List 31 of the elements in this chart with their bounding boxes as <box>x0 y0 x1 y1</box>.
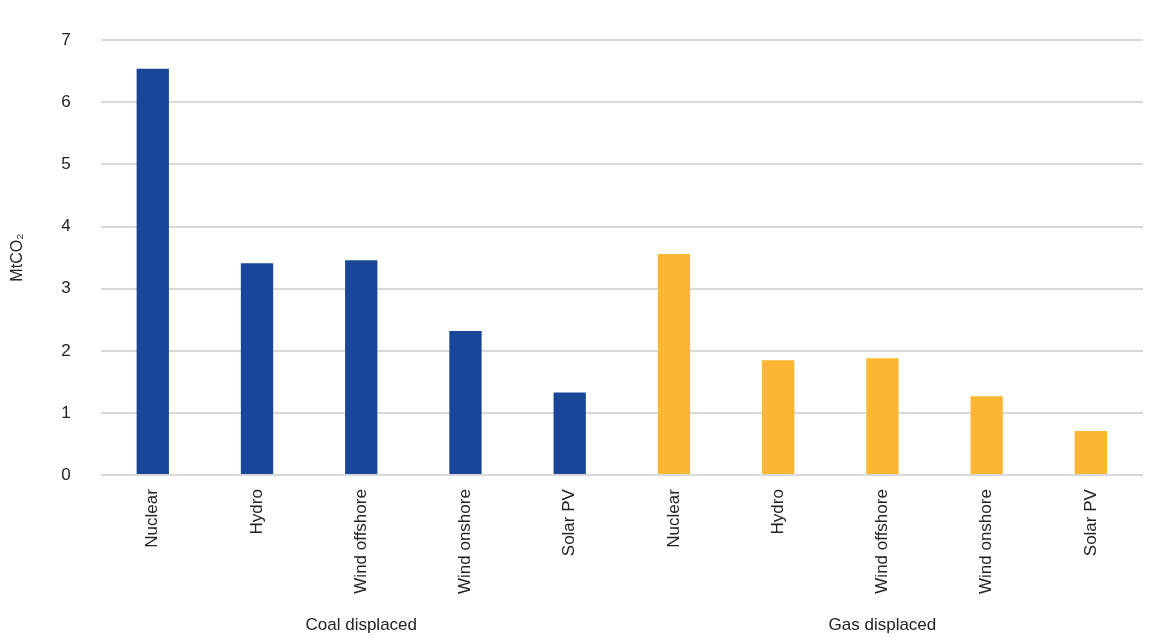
y-tick-label: 7 <box>61 29 71 49</box>
y-tick-label: 6 <box>61 92 71 112</box>
x-tick-label: Wind offshore <box>350 489 370 594</box>
bar <box>136 68 169 475</box>
x-tick-label: Solar PV <box>1080 488 1100 557</box>
bar <box>657 253 691 475</box>
x-tick-label: Hydro <box>767 489 787 535</box>
x-tick-label: Nuclear <box>142 488 162 548</box>
bar <box>762 360 795 475</box>
bar <box>866 358 899 475</box>
x-tick-label: Wind onshore <box>976 489 996 594</box>
x-tick-label: Hydro <box>246 489 266 535</box>
text: Gas displaced <box>828 615 937 635</box>
y-axis-title: MtCO₂ <box>8 233 26 282</box>
x-tick-label: Solar PV <box>559 488 579 557</box>
x-tick-label: Wind offshore <box>872 489 892 594</box>
bar <box>1074 431 1108 475</box>
bar <box>970 396 1003 475</box>
bar <box>240 263 274 475</box>
bar <box>345 260 378 475</box>
x-tick-label: Wind onshore <box>455 489 475 594</box>
y-tick-label: 1 <box>61 402 71 422</box>
bar <box>553 392 586 475</box>
bar <box>449 330 482 475</box>
text: Coal displaced <box>305 615 417 635</box>
y-tick-label: 3 <box>61 278 71 298</box>
y-tick-label: 2 <box>61 340 71 360</box>
y-tick-label: 4 <box>61 216 71 236</box>
x-tick-label: Nuclear <box>663 488 683 548</box>
y-tick-label: 5 <box>61 154 71 174</box>
y-tick-label: 0 <box>61 464 71 484</box>
